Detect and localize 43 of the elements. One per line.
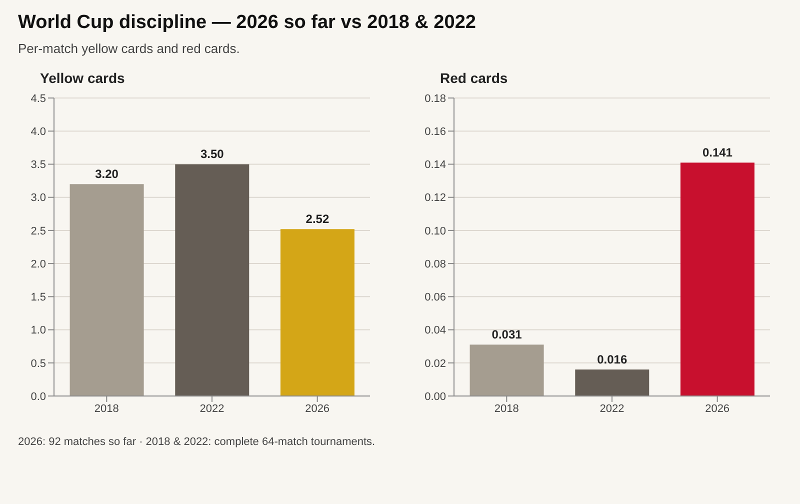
- y-tick-label: 3.5: [30, 159, 46, 172]
- chart-title: Yellow cards: [40, 70, 125, 86]
- x-tick-label: 2022: [200, 402, 224, 415]
- y-tick-label: 0.08: [424, 258, 446, 270]
- data-label: 0.141: [702, 146, 733, 160]
- y-tick-label: 1.5: [30, 292, 46, 304]
- x-tick-label: 2022: [600, 402, 624, 415]
- text: World Cup discipline — 2026 so far vs 2018 & 2022: [18, 12, 476, 34]
- y-tick-label: 4.0: [30, 126, 46, 138]
- chart-title: Red cards: [440, 70, 508, 86]
- x-tick-label: 2026: [705, 402, 730, 415]
- x-tick-label: 2018: [94, 402, 119, 415]
- bar: [680, 162, 754, 396]
- data-label: 2.52: [306, 212, 330, 226]
- y-tick-label: 2.5: [30, 225, 46, 238]
- x-tick-label: 2018: [494, 402, 519, 415]
- y-tick-label: 3.0: [30, 192, 46, 204]
- y-tick-label: 0.02: [424, 358, 446, 370]
- y-tick-label: 0.04: [424, 324, 446, 337]
- data-label: 0.031: [492, 328, 522, 342]
- y-tick-label: 1.0: [30, 324, 46, 337]
- y-tick-label: 0.18: [424, 92, 446, 105]
- y-tick-label: 0.16: [424, 126, 446, 138]
- y-tick-label: 0.14: [424, 159, 446, 172]
- bar: [280, 229, 354, 396]
- y-tick-label: 2.0: [30, 258, 46, 270]
- x-tick-label: 2026: [305, 402, 330, 415]
- bar: [175, 164, 250, 396]
- y-tick-label: 4.5: [30, 92, 46, 105]
- y-tick-label: 0.5: [30, 358, 46, 370]
- data-label: 3.50: [200, 147, 224, 162]
- y-tick-label: 0.12: [424, 192, 446, 204]
- data-label: 0.016: [597, 352, 628, 367]
- text: 2026: 92 matches so far · 2018 & 2022: complete 64-match tournaments.: [18, 436, 376, 448]
- text: Per-match yellow cards and red cards.: [18, 41, 240, 56]
- bar: [470, 344, 544, 396]
- y-tick-label: 0.06: [424, 292, 446, 304]
- y-tick-label: 0.10: [424, 225, 446, 238]
- bar: [575, 370, 650, 396]
- y-tick-label: 0.00: [424, 390, 446, 403]
- y-tick-label: 0.0: [30, 390, 46, 403]
- data-label: 3.20: [95, 167, 119, 182]
- bar: [70, 184, 144, 396]
